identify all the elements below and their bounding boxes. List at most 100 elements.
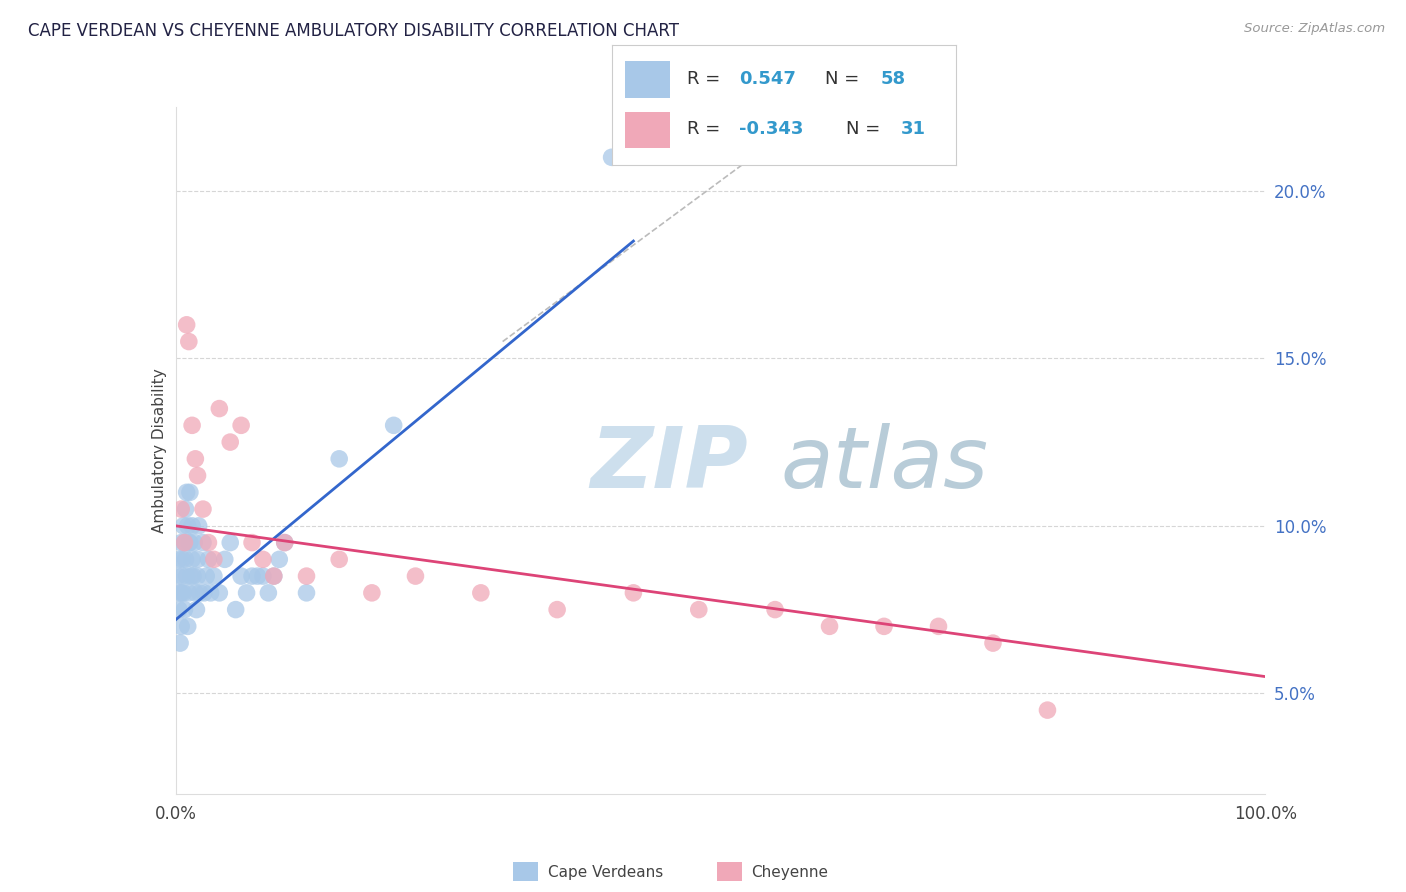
Point	[688, 602, 710, 616]
Text: R =: R =	[688, 70, 727, 88]
Point	[546, 602, 568, 616]
Point	[169, 586, 191, 600]
Point	[174, 552, 197, 566]
Point	[873, 619, 896, 633]
Point	[181, 569, 204, 583]
Point	[176, 318, 198, 332]
Point	[176, 485, 198, 500]
Point	[274, 535, 297, 549]
Point	[231, 418, 253, 433]
Text: Cape Verdeans: Cape Verdeans	[548, 865, 664, 880]
Point	[328, 451, 350, 466]
Point	[274, 535, 297, 549]
Point	[170, 586, 193, 600]
Point	[257, 586, 280, 600]
Point	[186, 468, 209, 483]
Point	[202, 552, 225, 566]
Point	[176, 569, 198, 583]
Point	[177, 586, 200, 600]
Text: N =: N =	[846, 120, 886, 138]
Point	[167, 569, 190, 583]
Point	[470, 586, 492, 600]
Point	[193, 586, 215, 600]
Point	[183, 535, 205, 549]
Text: -0.343: -0.343	[740, 120, 803, 138]
Text: Source: ZipAtlas.com: Source: ZipAtlas.com	[1244, 22, 1385, 36]
Point	[240, 569, 263, 583]
Point	[170, 619, 193, 633]
Text: atlas: atlas	[780, 423, 988, 506]
Point	[818, 619, 841, 633]
Point	[208, 401, 231, 416]
Point	[246, 569, 269, 583]
Text: 31: 31	[901, 120, 927, 138]
Point	[174, 502, 197, 516]
Point	[179, 535, 201, 549]
Point	[177, 535, 200, 549]
Text: R =: R =	[688, 120, 727, 138]
Text: ZIP: ZIP	[591, 423, 748, 506]
Point	[167, 552, 190, 566]
Point	[167, 602, 190, 616]
Point	[928, 619, 950, 633]
Point	[191, 535, 214, 549]
Point	[172, 519, 194, 533]
Point	[173, 602, 195, 616]
Point	[295, 586, 318, 600]
Y-axis label: Ambulatory Disability: Ambulatory Disability	[152, 368, 167, 533]
Point	[186, 552, 209, 566]
Point	[235, 586, 257, 600]
Point	[177, 619, 200, 633]
Point	[214, 552, 236, 566]
Point	[263, 569, 285, 583]
Point	[188, 586, 211, 600]
Point	[600, 150, 623, 164]
Point	[179, 485, 201, 500]
Point	[186, 569, 209, 583]
Point	[295, 569, 318, 583]
Point	[181, 552, 204, 566]
Text: 58: 58	[880, 70, 905, 88]
Point	[269, 552, 291, 566]
Point	[382, 418, 405, 433]
Point	[202, 569, 225, 583]
Point	[172, 586, 194, 600]
Point	[170, 535, 193, 549]
Point	[169, 636, 191, 650]
Point	[187, 519, 209, 533]
Text: ZIP: ZIP	[591, 423, 748, 506]
Point	[180, 569, 202, 583]
Point	[621, 586, 644, 600]
Point	[181, 519, 204, 533]
Point	[186, 602, 208, 616]
Text: 0.547: 0.547	[740, 70, 796, 88]
Point	[252, 569, 274, 583]
Point	[191, 502, 214, 516]
Point	[173, 535, 195, 549]
Point	[763, 602, 786, 616]
Point	[200, 586, 222, 600]
Point	[225, 602, 247, 616]
Point	[328, 552, 350, 566]
Point	[181, 418, 204, 433]
Point	[195, 569, 218, 583]
Point	[184, 451, 207, 466]
Point	[405, 569, 427, 583]
Point	[197, 535, 219, 549]
Point	[197, 552, 219, 566]
Point	[219, 535, 242, 549]
Point	[172, 552, 194, 566]
Point	[231, 569, 253, 583]
Text: Cheyenne: Cheyenne	[751, 865, 828, 880]
Point	[1036, 703, 1059, 717]
Text: N =: N =	[825, 70, 865, 88]
Point	[361, 586, 384, 600]
Point	[170, 502, 193, 516]
Point	[172, 569, 194, 583]
Point	[981, 636, 1004, 650]
Point	[263, 569, 285, 583]
Point	[219, 435, 242, 450]
FancyBboxPatch shape	[626, 112, 671, 148]
Point	[252, 552, 274, 566]
Point	[177, 334, 200, 349]
